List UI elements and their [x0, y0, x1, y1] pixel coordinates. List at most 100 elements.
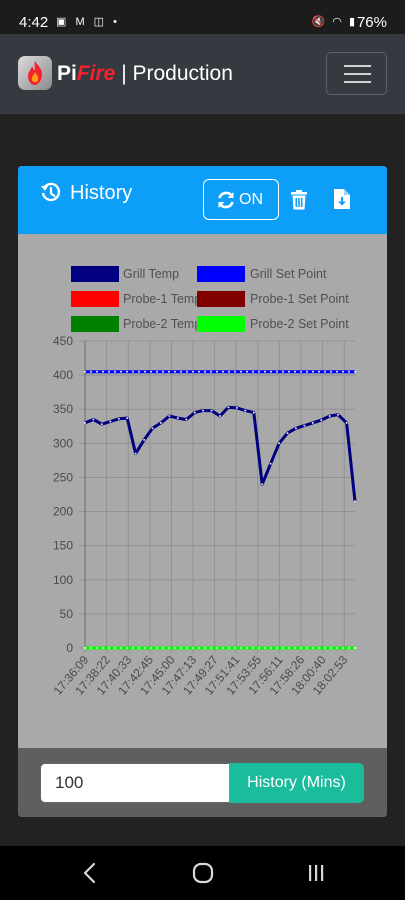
series-point [294, 370, 296, 373]
series-point [159, 421, 162, 424]
history-chart: Grill Temp Grill Set Point Probe-1 Temp Pro… [51, 266, 357, 698]
chart-legend: Grill Temp Grill Set Point Probe-1 Temp Pro… [71, 266, 349, 332]
home-icon[interactable] [192, 862, 214, 884]
brand-title[interactable]: PiFire | Production [57, 62, 233, 86]
series-point [258, 647, 260, 649]
series-point [210, 409, 213, 412]
chart-y-axis: 0 50 100 150 200 250 300 350 400 450 [53, 334, 73, 655]
series-point [300, 370, 302, 373]
series-point [126, 647, 128, 649]
series-point [222, 647, 224, 649]
back-icon[interactable] [82, 862, 96, 884]
series-points [84, 406, 356, 503]
brand-suffix: | Production [115, 62, 233, 85]
legend-label: Grill Set Point [250, 267, 327, 281]
series-point [117, 417, 120, 420]
legend-swatch [197, 291, 245, 307]
series-point [240, 647, 242, 649]
history-card-header: History ON [18, 166, 387, 234]
series-point [150, 370, 152, 373]
series-point [228, 370, 230, 373]
series-point [276, 370, 278, 373]
series-point [288, 647, 290, 649]
series-point [168, 647, 170, 649]
chart-x-axis: 17:36:0917:38:2217:40:3317:42:4517:45:00… [51, 653, 351, 698]
series-point [186, 647, 188, 649]
series-point [174, 370, 176, 373]
y-tick-label: 350 [53, 402, 73, 416]
y-tick-label: 400 [53, 368, 73, 382]
series-point [138, 647, 140, 649]
download-file-icon[interactable] [334, 189, 350, 209]
series-point [216, 370, 218, 373]
series-point [198, 647, 200, 649]
history-mins-button[interactable]: History (Mins) [229, 763, 364, 803]
series-point [185, 418, 188, 421]
recent-apps-icon[interactable] [306, 863, 326, 883]
series-point [92, 418, 95, 421]
series-point [108, 370, 110, 373]
series-point [354, 370, 356, 373]
series-point [168, 370, 170, 373]
brand-pi: Pi [57, 62, 77, 85]
series-point [286, 432, 289, 435]
series-line [84, 405, 357, 502]
series-point [282, 647, 284, 649]
trash-icon[interactable] [290, 190, 308, 210]
flame-icon [28, 61, 43, 85]
series-point [108, 647, 110, 649]
series-point [306, 370, 308, 373]
series-point [180, 370, 182, 373]
series-point [84, 421, 86, 424]
series-point [84, 647, 86, 649]
series-point [100, 423, 103, 426]
chart-grid [79, 340, 355, 653]
series-point [258, 370, 260, 373]
hamburger-menu-button[interactable] [326, 52, 387, 95]
series-point [219, 415, 221, 417]
series-point [202, 409, 205, 412]
hamburger-line-icon [344, 65, 371, 67]
android-navigation-bar [0, 846, 405, 900]
series-point [234, 370, 236, 373]
series-point [227, 406, 230, 409]
history-icon [41, 182, 61, 202]
y-tick-label: 100 [53, 573, 73, 587]
y-tick-label: 200 [53, 505, 73, 519]
y-tick-label: 250 [53, 470, 73, 484]
auto-refresh-toggle-button[interactable]: ON [203, 179, 279, 220]
series-point [252, 647, 254, 649]
series-point [180, 647, 182, 649]
series-point [294, 427, 297, 430]
series-point [114, 647, 116, 649]
series-point [216, 647, 218, 649]
system-status-icons: 🔇 ◠ ▮ [311, 16, 357, 28]
notification-icons: ▣ M ◫ • [56, 16, 120, 28]
history-title: History [70, 182, 133, 204]
pifire-logo-icon[interactable] [18, 56, 52, 90]
hamburger-line-icon [344, 73, 371, 75]
series-point [269, 462, 272, 465]
series-point [126, 370, 128, 373]
legend-swatch [71, 291, 119, 307]
series-point [192, 647, 194, 649]
status-bar: 4:42 ▣ M ◫ • 🔇 ◠ ▮ 76% [0, 0, 405, 34]
series-point [120, 647, 122, 649]
series-point [282, 370, 284, 373]
series-point [261, 483, 264, 486]
series-point [90, 370, 92, 373]
series-point [312, 370, 314, 373]
series-point [120, 370, 122, 373]
series-point [330, 647, 332, 649]
series-point [278, 442, 281, 445]
series-point [204, 647, 206, 649]
history-minutes-input[interactable] [40, 763, 230, 803]
series-point [320, 419, 323, 422]
series-point [84, 370, 86, 373]
chart-series [84, 370, 357, 650]
legend-swatch [197, 316, 245, 332]
series-point [288, 370, 290, 373]
series-point [276, 647, 278, 649]
series-point [348, 370, 350, 373]
series-point [330, 370, 332, 373]
